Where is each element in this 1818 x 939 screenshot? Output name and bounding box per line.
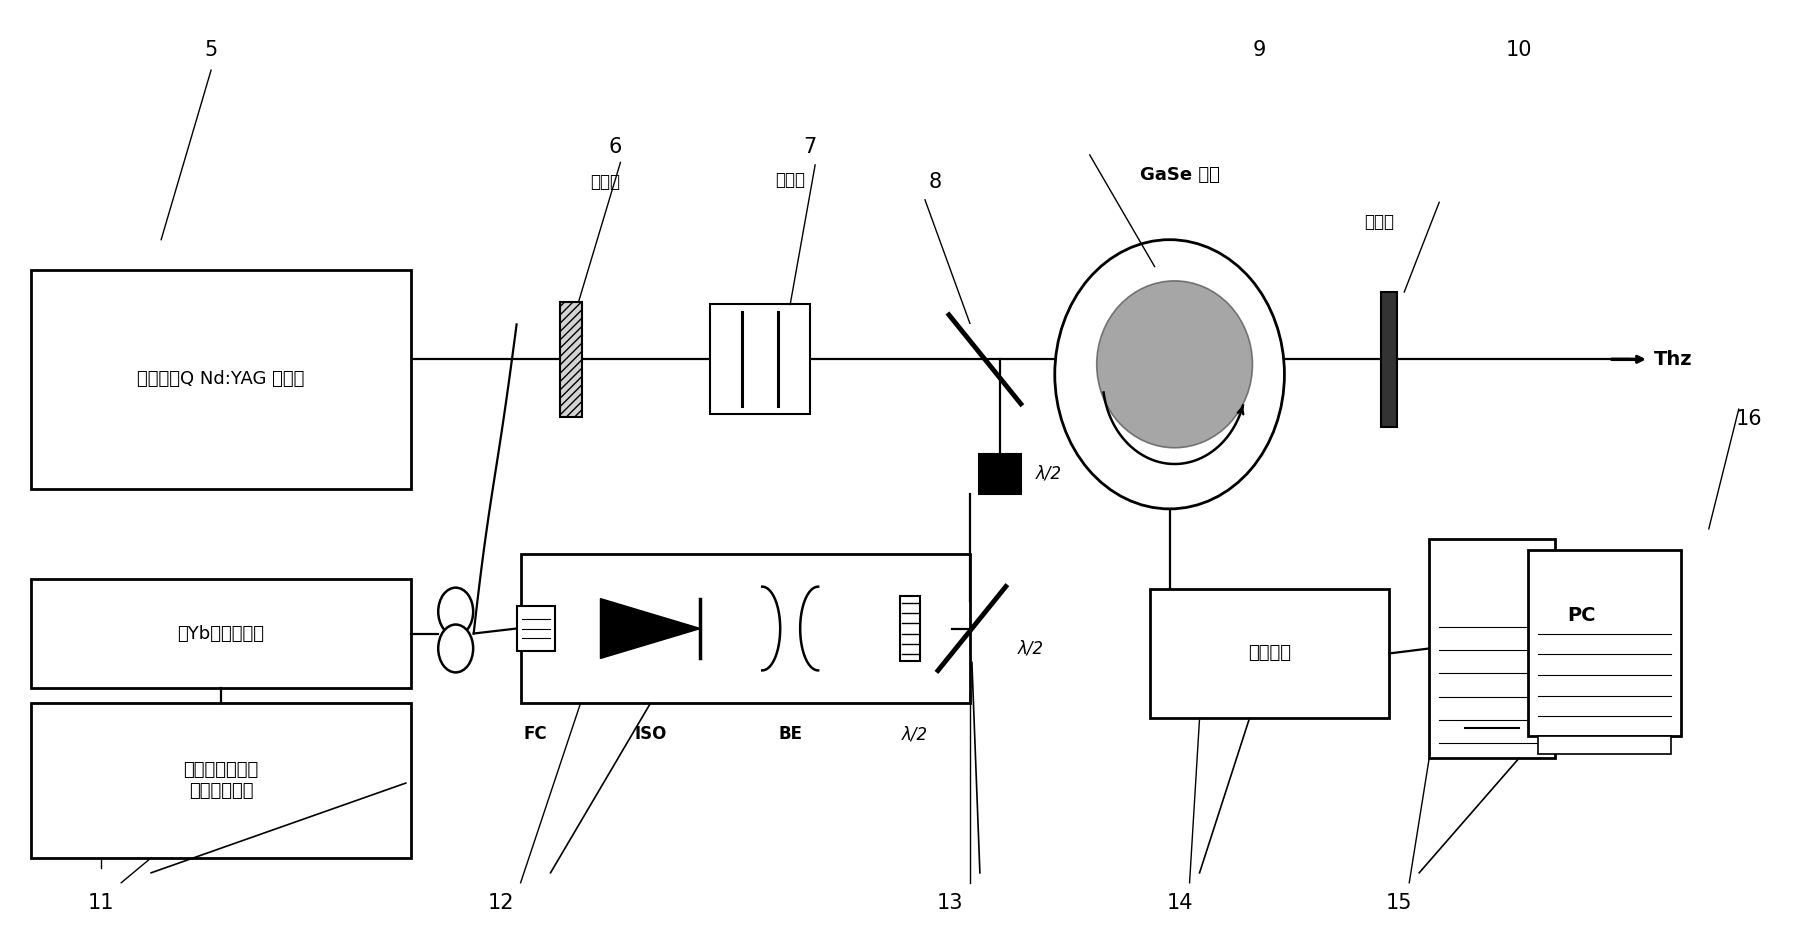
Ellipse shape (438, 588, 473, 636)
Text: BE: BE (778, 725, 802, 744)
Text: 6: 6 (609, 137, 622, 158)
Bar (1529, 549, 1682, 736)
Bar (520, 554, 971, 703)
Text: FC: FC (524, 725, 547, 744)
Text: 11: 11 (87, 893, 115, 913)
Text: 10: 10 (1505, 40, 1533, 60)
Ellipse shape (1096, 281, 1253, 448)
Text: 9: 9 (1253, 40, 1265, 60)
Text: Thz: Thz (1654, 350, 1693, 369)
Bar (900, 596, 920, 661)
Bar (978, 454, 1022, 494)
Text: 单纵模调Q Nd:YAG 激光器: 单纵模调Q Nd:YAG 激光器 (138, 370, 305, 388)
Text: λ/2: λ/2 (1018, 639, 1044, 658)
Text: λ/2: λ/2 (1036, 465, 1062, 483)
Bar (31, 578, 411, 688)
Text: 12: 12 (487, 893, 514, 913)
Bar (711, 304, 811, 414)
Text: 衰减器: 衰减器 (591, 174, 620, 192)
Text: λ/2: λ/2 (902, 725, 927, 744)
Text: 15: 15 (1385, 893, 1413, 913)
Text: 13: 13 (936, 893, 964, 913)
Ellipse shape (1054, 239, 1285, 509)
Text: 旋转平台: 旋转平台 (1247, 644, 1291, 662)
Bar (560, 302, 582, 417)
Bar (516, 606, 554, 651)
Polygon shape (600, 599, 700, 658)
Text: 8: 8 (929, 172, 942, 192)
Text: 14: 14 (1167, 893, 1193, 913)
Bar (1382, 292, 1398, 426)
Text: 16: 16 (1736, 409, 1762, 429)
Bar (31, 269, 411, 489)
Text: ISO: ISO (634, 725, 667, 744)
Text: 连续可调的单纵
模激光二极管: 连续可调的单纵 模激光二极管 (184, 762, 258, 800)
Bar (1429, 539, 1554, 758)
Text: GaSe 晶体: GaSe 晶体 (1140, 166, 1220, 184)
Bar (31, 703, 411, 858)
Text: PC: PC (1567, 606, 1596, 624)
Bar (1538, 736, 1671, 754)
Text: 7: 7 (804, 137, 816, 157)
Text: 缩束镜: 缩束镜 (774, 171, 805, 189)
Text: 5: 5 (204, 40, 218, 60)
Bar (1149, 589, 1389, 718)
Text: 滤波器: 滤波器 (1364, 213, 1394, 231)
Ellipse shape (438, 624, 473, 672)
Text: 掺Yb光纤放大器: 掺Yb光纤放大器 (178, 624, 265, 642)
